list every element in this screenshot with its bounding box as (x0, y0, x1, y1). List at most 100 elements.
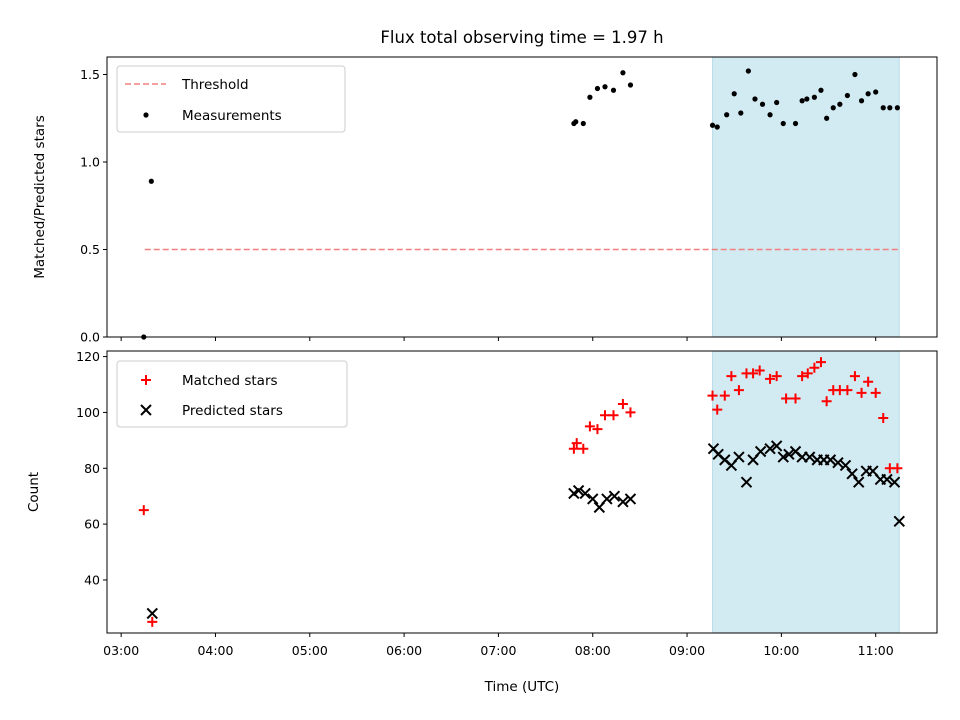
legend-matched-swatch (141, 375, 151, 385)
x-tick-label: 05:00 (292, 643, 328, 658)
matched-star-point (821, 396, 832, 407)
legend-predicted-swatch (140, 404, 152, 416)
bottom-x-axis: 03:00 04:00 05:00 06:00 07:00 08:00 09:00 10:00… (103, 633, 894, 658)
measurement-point (602, 84, 608, 90)
predicted-star-point (608, 490, 621, 502)
top-x-ticks (120, 337, 877, 341)
y-tick-label: 0.0 (80, 330, 100, 345)
bottom-y-axis-label: Count (26, 472, 42, 512)
matched-star-point (571, 438, 582, 449)
matched-star-point (790, 393, 801, 404)
measurement-point (880, 105, 886, 111)
predicted-star-point (839, 459, 852, 472)
matched-star-point (809, 362, 820, 373)
predicted-star-point (783, 448, 795, 461)
matched-star-point (765, 373, 776, 384)
predicted-star-point (881, 473, 893, 486)
predicted-star-point (587, 493, 599, 505)
top-legend: Threshold Measurements (116, 65, 346, 133)
predicted-star-point (733, 451, 745, 463)
predicted-stars-series (146, 440, 905, 620)
matched-star-point (712, 404, 723, 415)
predicted-star-point (824, 454, 837, 466)
bottom-y-axis: 40 60 80 100 120 (76, 349, 107, 587)
predicted-star-point (777, 451, 789, 463)
predicted-star-point (770, 440, 783, 452)
legend-predicted-label: Predicted stars (182, 403, 283, 419)
observing-window-span (712, 56, 900, 338)
bottom-plot-frame (106, 350, 938, 634)
predicted-star-point (579, 487, 591, 500)
matched-star-point (726, 371, 737, 382)
top-shaded-span (712, 56, 900, 338)
predicted-star-point (888, 476, 901, 488)
measurement-point (724, 112, 730, 118)
y-tick-label: 100 (76, 405, 100, 420)
x-tick-label: 06:00 (386, 643, 422, 658)
bottom-legend: Matched stars Predicted stars (116, 360, 348, 428)
y-tick-label: 40 (84, 572, 100, 587)
matched-star-point (592, 424, 603, 435)
legend-matched-label: Matched stars (182, 373, 278, 389)
measurement-point (837, 101, 843, 107)
matched-star-point (754, 365, 765, 376)
matched-star-point (600, 410, 610, 421)
measurement-point (774, 99, 780, 106)
predicted-star-point (146, 607, 158, 620)
y-tick-label: 1.5 (80, 67, 100, 82)
measurement-point (852, 71, 858, 78)
measurement-point (610, 87, 617, 93)
measurement-point (714, 124, 720, 130)
measurement-point (627, 82, 634, 88)
y-tick-label: 80 (84, 461, 100, 476)
matched-star-point (849, 371, 860, 382)
measurement-point (759, 101, 766, 107)
predicted-star-point (764, 443, 776, 455)
measurement-point (811, 94, 817, 100)
predicted-star-point (893, 515, 905, 528)
matched-star-point (578, 443, 589, 454)
observing-window-span (712, 350, 900, 634)
measurement-point (873, 89, 879, 95)
y-tick-label: 1.0 (80, 155, 100, 170)
matched-star-point (815, 357, 826, 368)
matched-star-point (707, 390, 718, 401)
matched-star-point (842, 385, 853, 396)
bottom-panel: 40 60 80 100 120 03:00 04:00 05:00 06:00 07:00 08… (26, 349, 938, 695)
measurement-point (887, 105, 893, 111)
measurement-point (844, 92, 850, 99)
legend-measurements-label: Measurements (182, 108, 282, 124)
measurement-point (738, 110, 744, 116)
measurement-point (792, 120, 799, 127)
x-tick-label: 03:00 (103, 643, 139, 658)
matched-star-point (138, 505, 149, 516)
predicted-star-point (624, 493, 637, 505)
matched-star-point (863, 376, 874, 387)
predicted-star-point (740, 476, 753, 488)
measurement-point (148, 178, 154, 184)
matched-star-point (802, 368, 813, 379)
measurement-point (894, 105, 900, 111)
matched-star-point (608, 410, 619, 421)
matched-star-point (892, 463, 903, 474)
measurement-point (818, 87, 824, 93)
measurement-point (804, 96, 810, 102)
measurement-point (580, 120, 586, 127)
measurement-point (709, 122, 716, 128)
x-tick-label: 09:00 (669, 643, 705, 658)
matched-star-point (856, 387, 867, 398)
measurement-point (620, 70, 626, 76)
matched-star-point (781, 393, 792, 404)
measurement-point (865, 91, 871, 97)
measurement-point (594, 85, 601, 92)
measurement-point (780, 120, 786, 127)
top-panel: 0.0 0.5 1.0 1.5 Matched/Predicted stars Thr… (32, 56, 938, 345)
matched-star-point (771, 371, 782, 382)
predicted-star-point (754, 445, 767, 458)
measurement-point (573, 119, 579, 125)
matched-star-point (878, 413, 889, 424)
top-plot-frame (106, 56, 938, 338)
x-tick-label: 07:00 (480, 643, 516, 658)
top-y-axis: 0.0 0.5 1.0 1.5 (80, 67, 107, 345)
